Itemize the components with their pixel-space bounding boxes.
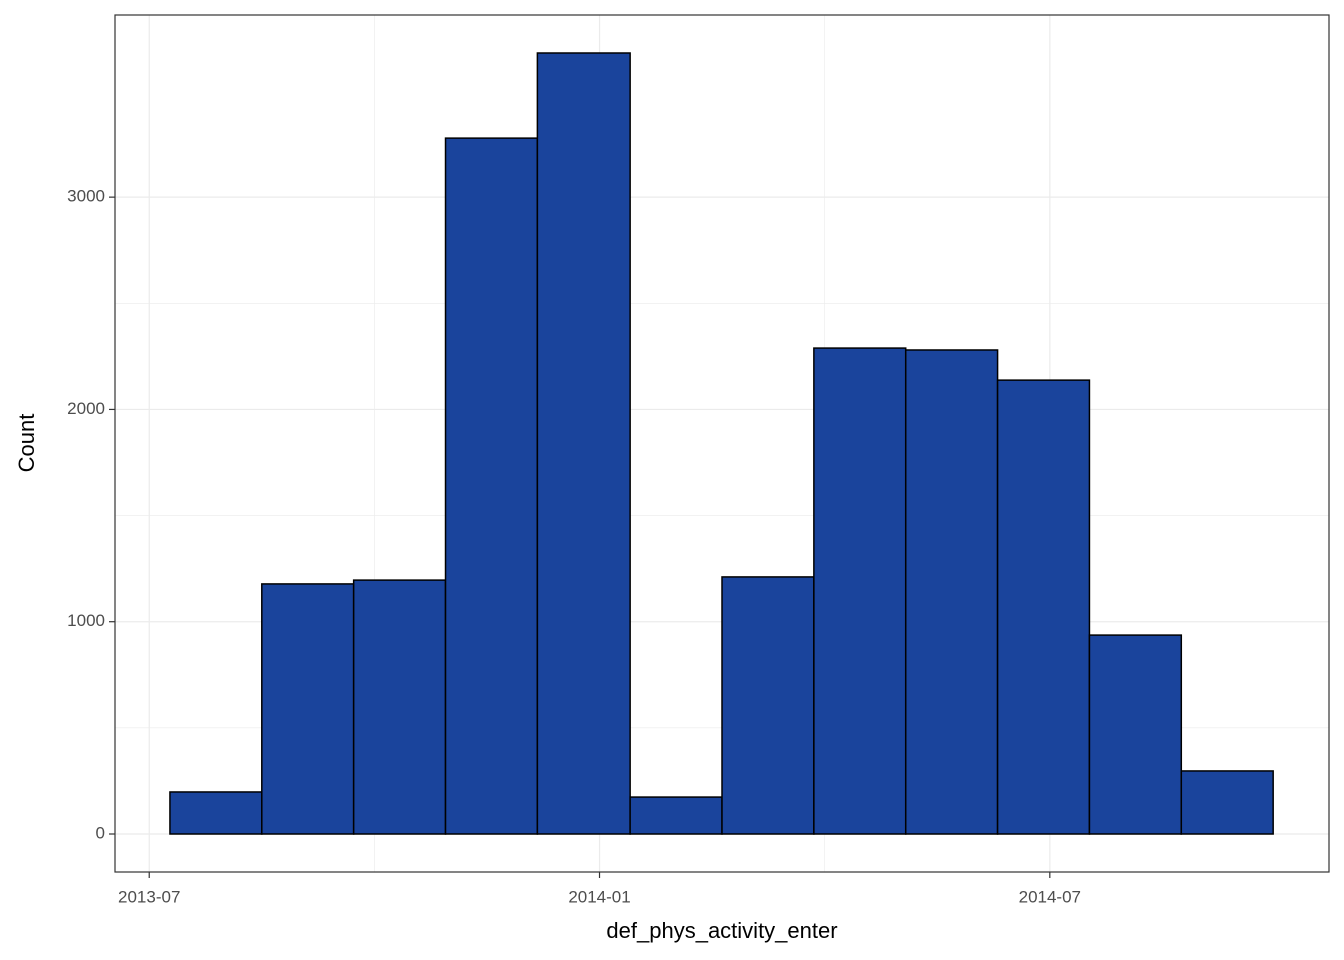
bar — [169, 791, 263, 835]
bar — [721, 576, 815, 835]
bar — [261, 583, 355, 835]
y-tick-label: 1000 — [67, 611, 105, 630]
x-axis-title: def_phys_activity_enter — [606, 918, 837, 943]
bars — [169, 52, 1274, 835]
x-tick-label: 2014-01 — [568, 887, 630, 906]
bar — [629, 796, 723, 835]
y-tick-label: 2000 — [67, 399, 105, 418]
y-tick-label: 0 — [96, 823, 105, 842]
bar — [904, 349, 999, 835]
bar — [536, 52, 631, 835]
y-axis-title: Count — [14, 414, 39, 473]
panel-border — [114, 14, 1330, 873]
bar — [813, 347, 907, 835]
y-tick-label: 3000 — [67, 187, 105, 206]
bar — [996, 379, 1091, 835]
x-tick-label: 2014-07 — [1019, 887, 1081, 906]
bar — [1088, 634, 1183, 835]
bar — [444, 137, 539, 835]
bar — [352, 579, 447, 835]
x-tick-label: 2013-07 — [118, 887, 180, 906]
bar — [1180, 770, 1274, 835]
